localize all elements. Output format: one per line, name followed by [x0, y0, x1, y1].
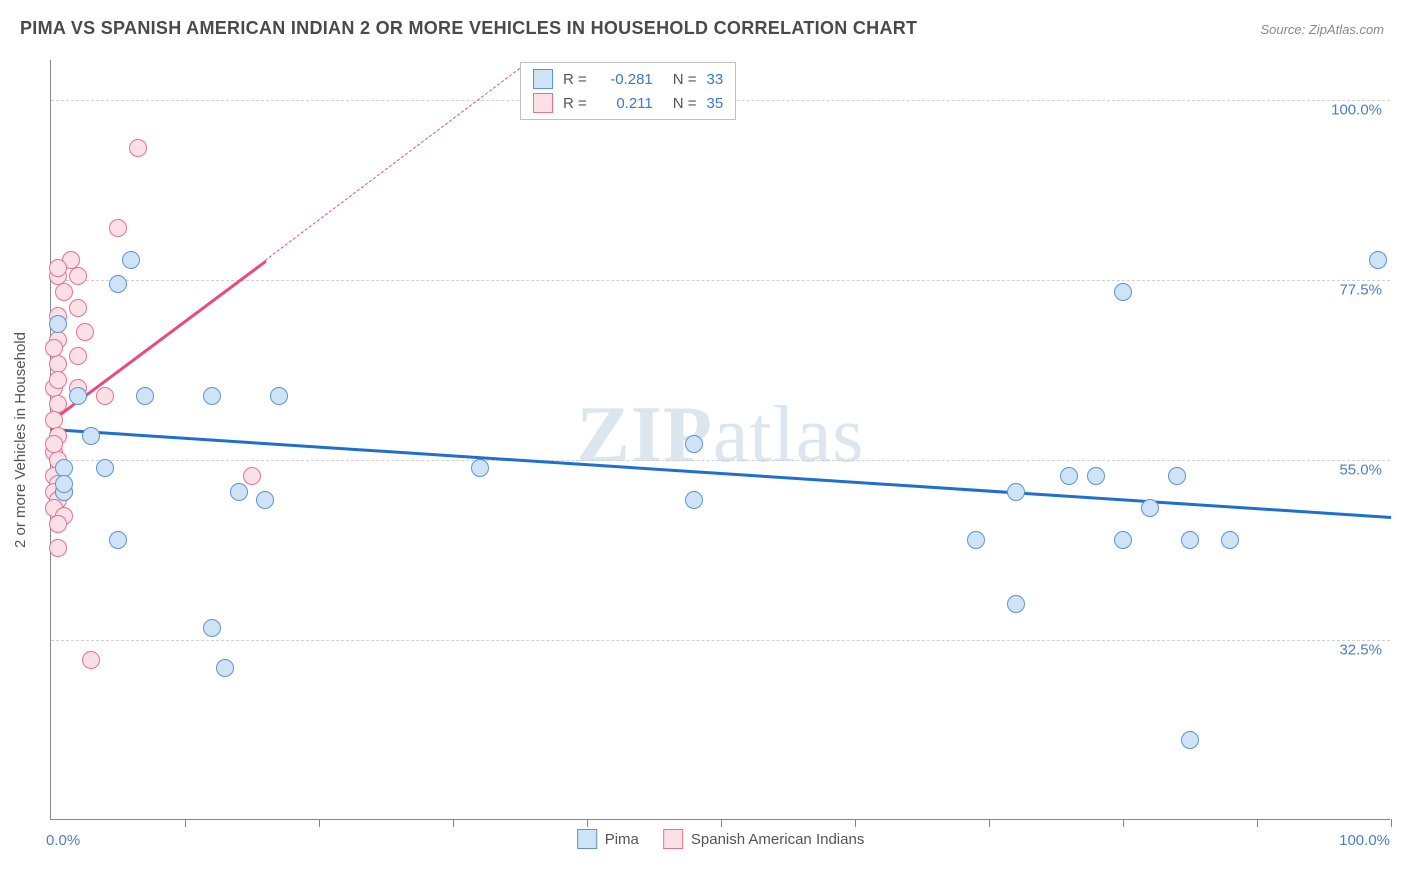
- x-tick: [1257, 819, 1258, 827]
- trendline-extension: [265, 68, 520, 261]
- data-point: [109, 275, 127, 293]
- data-point: [216, 659, 234, 677]
- legend-label: Pima: [605, 831, 639, 848]
- source-attribution: Source: ZipAtlas.com: [1260, 22, 1384, 37]
- data-point: [1060, 467, 1078, 485]
- stats-row: R = 0.211 N = 35: [521, 91, 735, 115]
- x-tick: [587, 819, 588, 827]
- x-tick: [989, 819, 990, 827]
- gridline: [51, 460, 1390, 461]
- data-point: [82, 651, 100, 669]
- stats-box: R = -0.281 N = 33 R = 0.211 N = 35: [520, 62, 736, 120]
- n-label: N =: [673, 71, 697, 88]
- data-point: [1114, 531, 1132, 549]
- data-point: [69, 299, 87, 317]
- n-label: N =: [673, 95, 697, 112]
- gridline: [51, 280, 1390, 281]
- x-tick: [1123, 819, 1124, 827]
- data-point: [45, 435, 63, 453]
- x-axis-max-label: 100.0%: [1339, 832, 1390, 849]
- data-point: [69, 267, 87, 285]
- data-point: [1181, 731, 1199, 749]
- scatter-plot-area: ZIPatlas Pima Spanish American Indians 0…: [50, 60, 1390, 820]
- y-tick-label: 32.5%: [1339, 642, 1382, 659]
- x-tick: [855, 819, 856, 827]
- data-point: [203, 619, 221, 637]
- data-point: [49, 515, 67, 533]
- x-axis-min-label: 0.0%: [46, 832, 80, 849]
- legend-item-pima: Pima: [577, 829, 639, 849]
- data-point: [1168, 467, 1186, 485]
- data-point: [55, 475, 73, 493]
- r-label: R =: [563, 95, 587, 112]
- data-point: [82, 427, 100, 445]
- data-point: [76, 323, 94, 341]
- data-point: [45, 339, 63, 357]
- y-tick-label: 77.5%: [1339, 282, 1382, 299]
- x-tick: [1391, 819, 1392, 827]
- data-point: [471, 459, 489, 477]
- data-point: [129, 139, 147, 157]
- chart-title: PIMA VS SPANISH AMERICAN INDIAN 2 OR MOR…: [20, 18, 917, 39]
- gridline: [51, 640, 1390, 641]
- legend-item-spanish: Spanish American Indians: [663, 829, 864, 849]
- x-tick: [319, 819, 320, 827]
- data-point: [49, 259, 67, 277]
- data-point: [122, 251, 140, 269]
- data-point: [1087, 467, 1105, 485]
- n-value: 35: [707, 95, 724, 112]
- data-point: [270, 387, 288, 405]
- data-point: [49, 539, 67, 557]
- r-label: R =: [563, 71, 587, 88]
- data-point: [136, 387, 154, 405]
- data-point: [203, 387, 221, 405]
- data-point: [1221, 531, 1239, 549]
- data-point: [685, 491, 703, 509]
- x-tick: [453, 819, 454, 827]
- data-point: [69, 387, 87, 405]
- r-value: -0.281: [597, 71, 653, 88]
- data-point: [1114, 283, 1132, 301]
- data-point: [49, 371, 67, 389]
- data-point: [96, 387, 114, 405]
- data-point: [230, 483, 248, 501]
- data-point: [49, 315, 67, 333]
- data-point: [109, 219, 127, 237]
- data-point: [1369, 251, 1387, 269]
- data-point: [967, 531, 985, 549]
- data-point: [1181, 531, 1199, 549]
- data-point: [109, 531, 127, 549]
- data-point: [55, 283, 73, 301]
- data-point: [256, 491, 274, 509]
- data-point: [96, 459, 114, 477]
- data-point: [1007, 595, 1025, 613]
- data-point: [243, 467, 261, 485]
- legend-label: Spanish American Indians: [691, 831, 864, 848]
- swatch-icon: [533, 69, 553, 89]
- n-value: 33: [707, 71, 724, 88]
- data-point: [69, 347, 87, 365]
- swatch-icon: [533, 93, 553, 113]
- swatch-icon: [663, 829, 683, 849]
- swatch-icon: [577, 829, 597, 849]
- data-point: [685, 435, 703, 453]
- x-tick: [185, 819, 186, 827]
- y-tick-label: 55.0%: [1339, 462, 1382, 479]
- data-point: [1007, 483, 1025, 501]
- x-tick: [721, 819, 722, 827]
- y-axis-label: 2 or more Vehicles in Household: [12, 332, 29, 548]
- y-tick-label: 100.0%: [1331, 102, 1382, 119]
- stats-row: R = -0.281 N = 33: [521, 67, 735, 91]
- r-value: 0.211: [597, 95, 653, 112]
- legend-bottom: Pima Spanish American Indians: [577, 829, 865, 849]
- data-point: [1141, 499, 1159, 517]
